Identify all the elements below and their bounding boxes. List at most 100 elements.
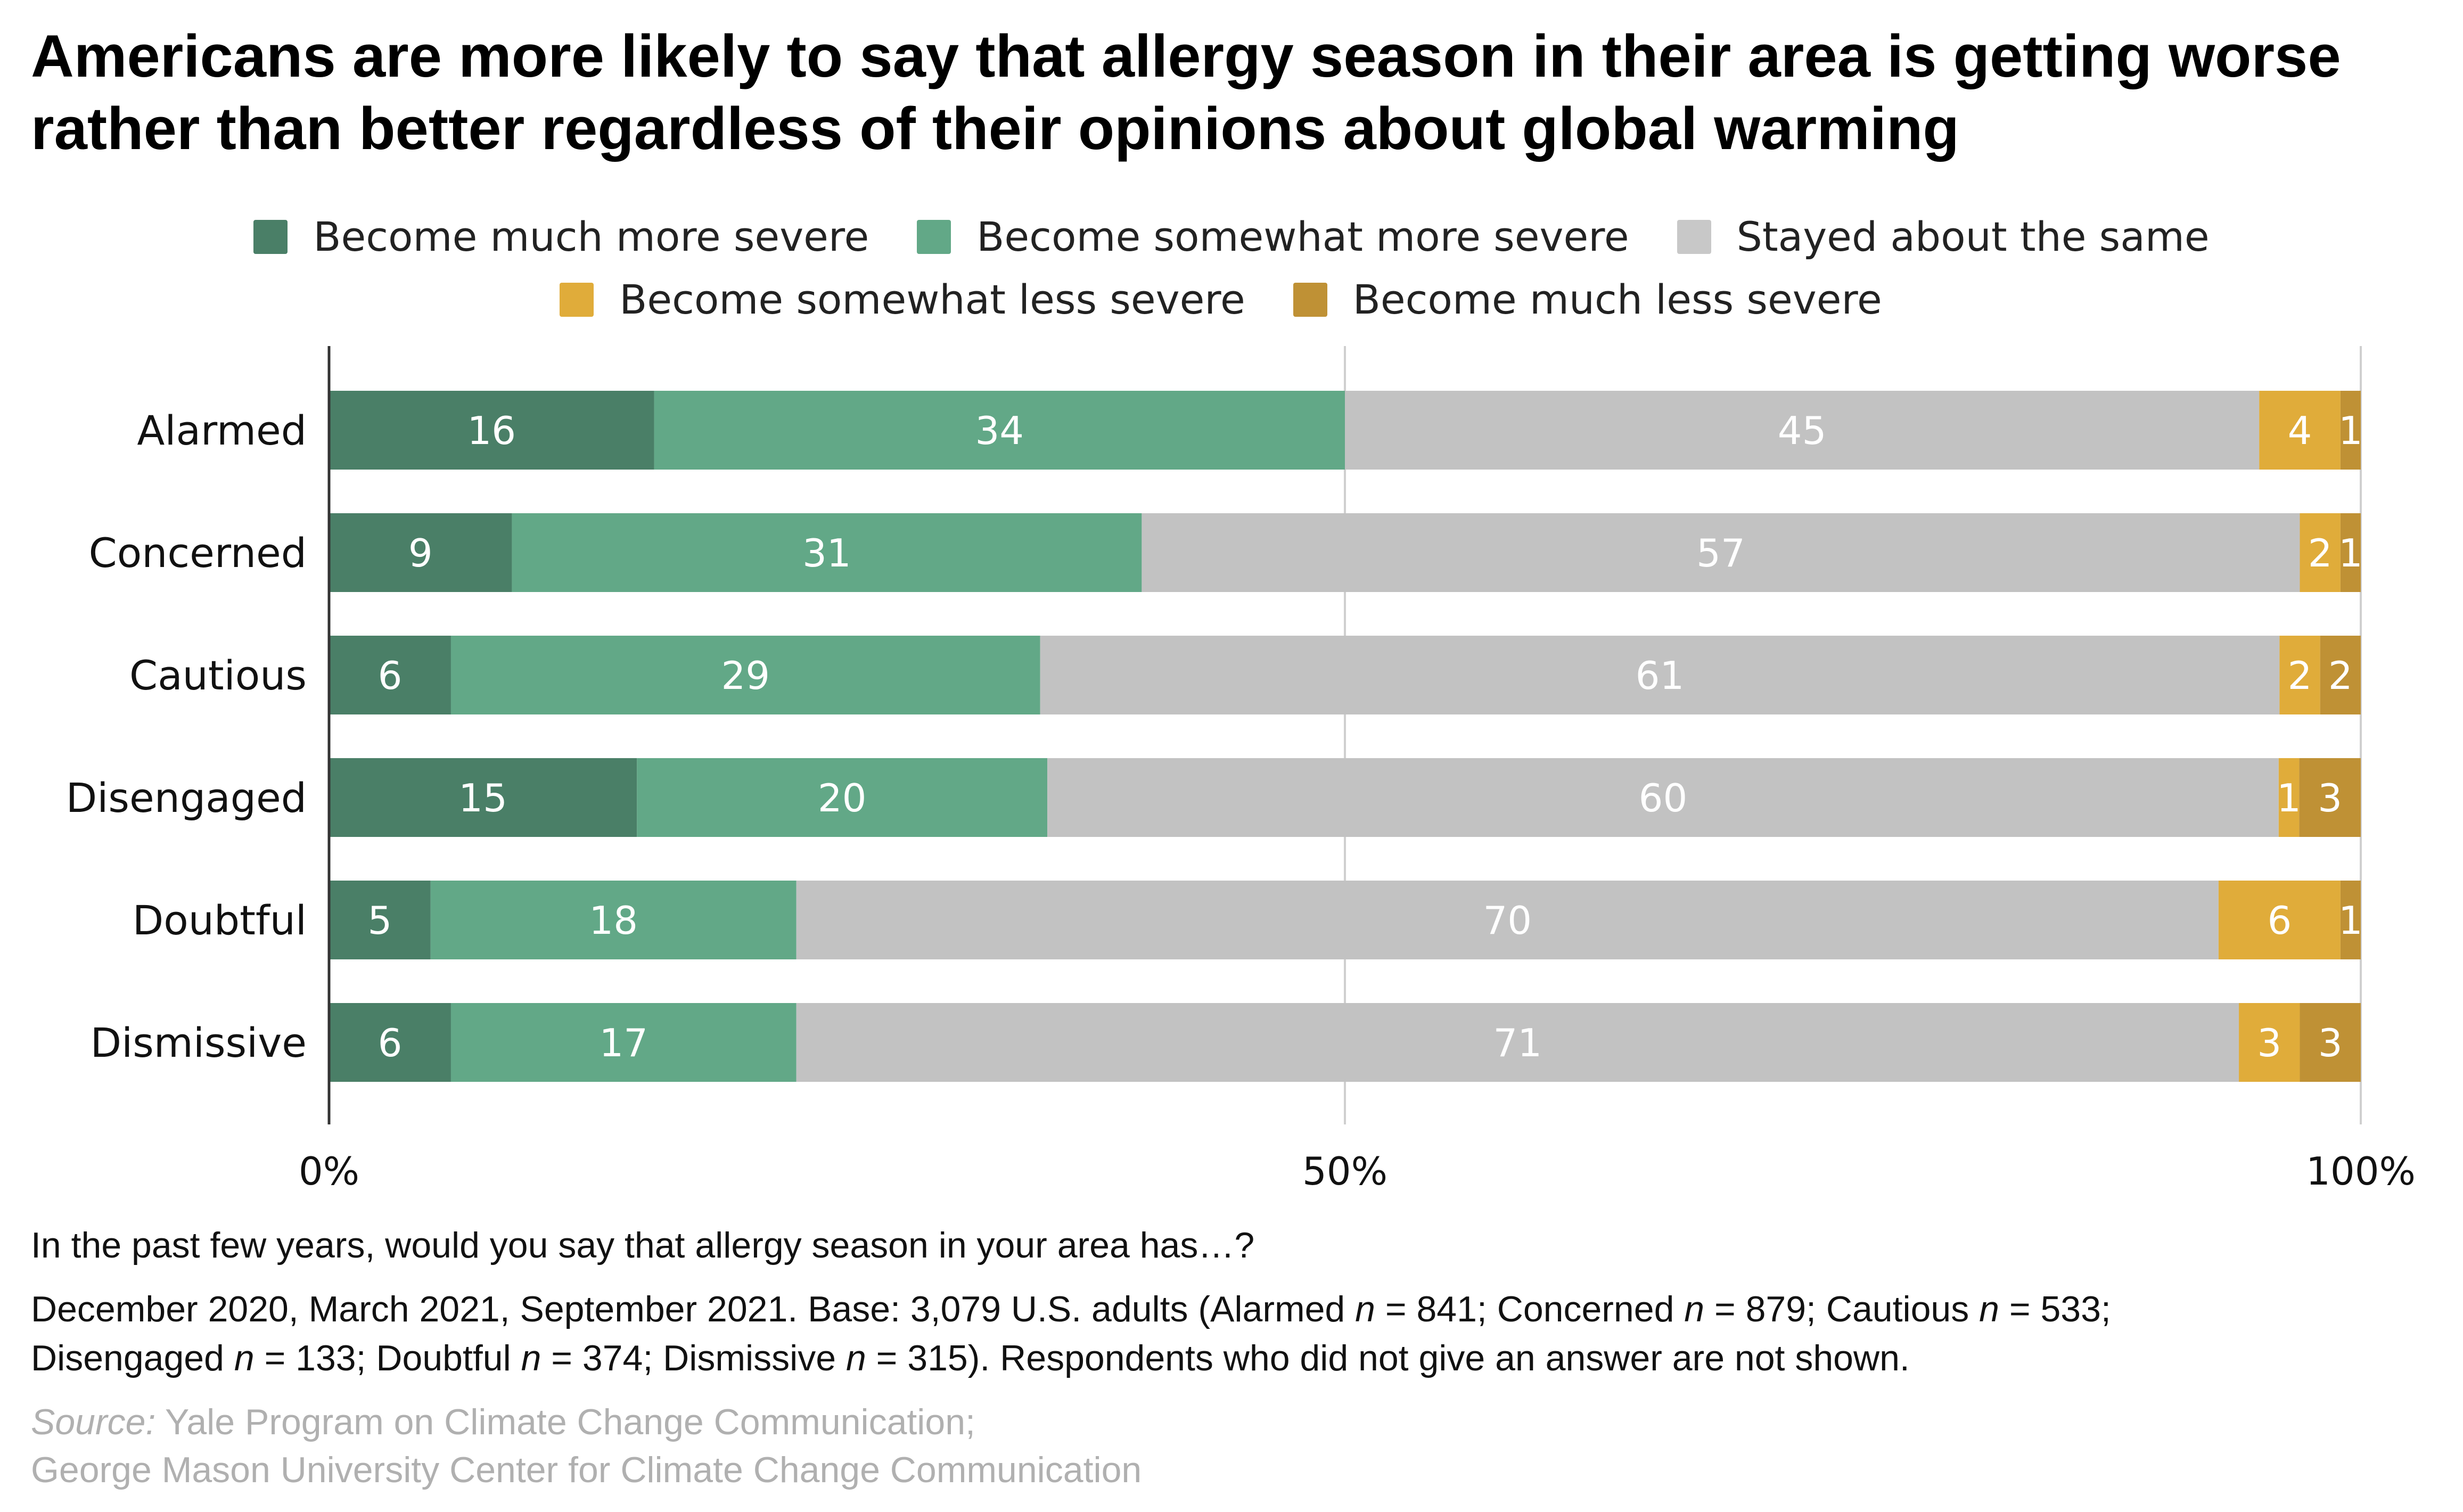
x-tick-label: 0% (299, 1149, 359, 1194)
category-label: Doubtful (133, 897, 307, 944)
note-n: n (1979, 1289, 1999, 1329)
legend-item-much-less-severe: Become much less severe (1293, 276, 1882, 323)
legend-label: Become somewhat more severe (976, 213, 1629, 260)
data-label: 2 (2328, 653, 2353, 698)
bar-segment (2340, 881, 2361, 959)
note-text: = 374; Dismissive (541, 1338, 846, 1378)
bar-segment (654, 391, 1345, 470)
bar-segment (1345, 391, 2260, 470)
bar-segment (2239, 1003, 2300, 1082)
note-text: = 879; Cautious (1704, 1289, 1980, 1329)
category-label: Cautious (129, 652, 307, 699)
data-label: 45 (1778, 408, 1827, 453)
data-label: 34 (975, 408, 1024, 453)
legend-swatch-much-less-severe (1293, 282, 1327, 317)
base-note-line-2: Disengaged n = 133; Doubtful n = 374; Di… (31, 1337, 1910, 1379)
category-label: Dismissive (91, 1019, 307, 1066)
data-label: 17 (600, 1021, 648, 1065)
bar-segment (796, 1003, 2239, 1082)
legend-swatch-stayed-same (1677, 219, 1711, 254)
note-text: = 315). Respondents who did not give an … (866, 1338, 1910, 1378)
bar-segment (2259, 391, 2341, 470)
note-text: = 841; Concerned (1375, 1289, 1685, 1329)
data-label: 18 (589, 898, 638, 943)
bar-segment (2340, 391, 2361, 470)
data-label: 2 (2288, 653, 2312, 698)
note-text: December 2020, March 2021, September 202… (31, 1289, 1356, 1329)
x-tick-label: 100% (2306, 1149, 2416, 1194)
legend-label: Become much less severe (1352, 276, 1882, 323)
bar-segment (2278, 758, 2300, 837)
data-label: 6 (378, 1021, 403, 1065)
bar-segment (1142, 513, 2300, 592)
data-label: 1 (2338, 408, 2363, 453)
legend-row-2: Become somewhat less severe Become much … (0, 276, 2452, 323)
data-label: 2 (2308, 531, 2333, 576)
bar-segment (450, 636, 1040, 714)
note-text: = 133; Doubtful (254, 1338, 521, 1378)
bar-segment (450, 1003, 797, 1082)
legend-swatch-somewhat-more-severe (917, 219, 951, 254)
data-label: 6 (378, 653, 403, 698)
bar-segment (2300, 1003, 2361, 1082)
bar-segment (796, 881, 2219, 959)
data-label: 3 (2318, 776, 2342, 820)
bar-segment (329, 513, 512, 592)
source-text: Yale Program on Climate Change Communica… (155, 1402, 975, 1442)
base-note-line-1: December 2020, March 2021, September 202… (31, 1288, 2111, 1330)
data-label: 1 (2338, 531, 2363, 576)
note-n: n (1684, 1289, 1705, 1329)
bar-segment (329, 758, 637, 837)
data-label: 1 (2277, 776, 2301, 820)
legend-swatch-somewhat-less-severe (560, 282, 594, 317)
bar-segment (2218, 881, 2341, 959)
legend-swatch-much-more-severe (253, 219, 288, 254)
chart-title-line-2: rather than better regardless of their o… (31, 95, 1959, 162)
data-label: 60 (1639, 776, 1688, 820)
x-tick-label: 50% (1302, 1149, 1388, 1194)
bar-segment (329, 1003, 451, 1082)
data-label: 16 (467, 408, 516, 453)
data-label: 5 (367, 898, 392, 943)
data-label: 1 (2338, 898, 2363, 943)
bar-segment (2299, 758, 2361, 837)
data-label: 29 (721, 653, 770, 698)
bar-segment (430, 881, 797, 959)
bar-segment (329, 391, 654, 470)
note-n: n (234, 1338, 254, 1378)
legend-item-somewhat-less-severe: Become somewhat less severe (560, 276, 1245, 323)
data-label: 70 (1483, 898, 1532, 943)
chart-title-line-1: Americans are more likely to say that al… (31, 23, 2341, 89)
bar-segment (1040, 636, 2280, 714)
data-label: 20 (818, 776, 867, 820)
data-label: 57 (1696, 531, 1745, 576)
bar-segment (2279, 636, 2320, 714)
data-label: 3 (2257, 1021, 2281, 1065)
bar-segment (329, 636, 451, 714)
category-label: Alarmed (137, 407, 307, 454)
legend-item-stayed-same: Stayed about the same (1677, 213, 2210, 260)
data-label: 31 (802, 531, 851, 576)
data-label: 6 (2267, 898, 2292, 943)
category-label: Disengaged (66, 774, 307, 821)
data-label: 61 (1636, 653, 1685, 698)
data-label: 9 (408, 531, 433, 576)
data-label: 15 (458, 776, 507, 820)
legend-label: Become somewhat less severe (619, 276, 1245, 323)
bar-segment (2300, 513, 2341, 592)
data-label: 4 (2288, 408, 2312, 453)
note-n: n (845, 1338, 866, 1378)
note-text: Disengaged (31, 1338, 234, 1378)
chart-title: Americans are more likely to say that al… (31, 20, 2459, 165)
bar-segment (2320, 636, 2361, 714)
legend-label: Stayed about the same (1736, 213, 2210, 260)
data-label: 3 (2318, 1021, 2343, 1065)
bar-segment (329, 881, 431, 959)
note-n: n (1355, 1289, 1375, 1329)
legend-item-somewhat-more-severe: Become somewhat more severe (917, 213, 1629, 260)
note-text: = 533; (1999, 1289, 2111, 1329)
legend-row-1: Become much more severe Become somewhat … (0, 213, 2463, 260)
data-label: 71 (1493, 1021, 1542, 1065)
legend-label: Become much more severe (313, 213, 869, 260)
